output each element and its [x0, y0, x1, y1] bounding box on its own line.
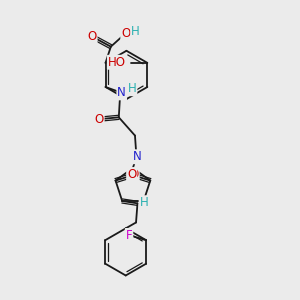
Text: H: H — [140, 196, 148, 209]
Text: O: O — [127, 168, 136, 181]
Text: O: O — [94, 113, 104, 126]
Text: HO: HO — [108, 56, 126, 69]
Text: F: F — [126, 229, 132, 242]
Text: H: H — [131, 26, 140, 38]
Text: N: N — [133, 150, 141, 163]
Text: H: H — [128, 82, 136, 95]
Text: O: O — [130, 168, 139, 181]
Text: N: N — [117, 86, 126, 99]
Text: O: O — [87, 30, 97, 43]
Text: S: S — [140, 197, 147, 210]
Text: O: O — [121, 27, 130, 40]
